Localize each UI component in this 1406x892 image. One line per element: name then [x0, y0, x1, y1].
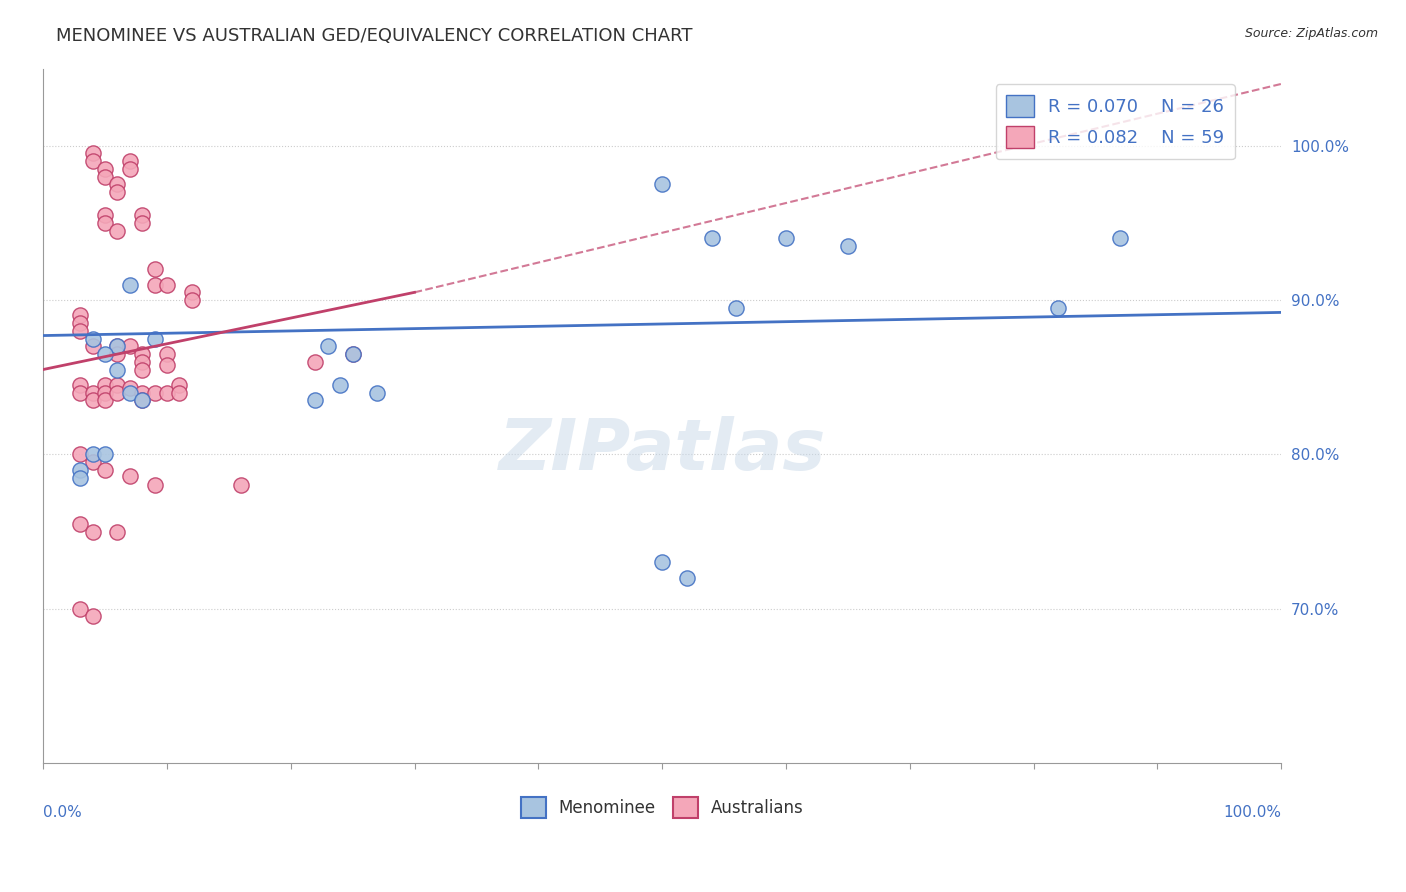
Point: [94, 385, 117, 400]
Point: [180, 285, 202, 300]
Point: [725, 301, 748, 315]
Point: [94, 216, 117, 230]
Point: [676, 571, 699, 585]
Point: [69, 601, 91, 615]
Point: [69, 470, 91, 484]
Point: [143, 385, 166, 400]
Point: [94, 169, 117, 184]
Point: [156, 277, 179, 292]
Point: [366, 385, 388, 400]
Text: Source: ZipAtlas.com: Source: ZipAtlas.com: [1244, 27, 1378, 40]
Point: [69, 324, 91, 338]
Point: [651, 556, 673, 570]
Point: [118, 385, 141, 400]
Point: [105, 178, 128, 192]
Point: [94, 378, 117, 392]
Point: [69, 447, 91, 461]
Point: [82, 393, 104, 408]
Point: [180, 293, 202, 307]
Point: [131, 393, 153, 408]
Point: [105, 385, 128, 400]
Text: 0.0%: 0.0%: [44, 805, 82, 820]
Point: [82, 524, 104, 539]
Point: [82, 609, 104, 624]
Point: [775, 231, 797, 245]
Point: [342, 347, 364, 361]
Point: [69, 378, 91, 392]
Point: [82, 332, 104, 346]
Point: [69, 309, 91, 323]
Point: [143, 277, 166, 292]
Text: 100.0%: 100.0%: [1223, 805, 1281, 820]
Point: [82, 154, 104, 169]
Legend: Menominee, Australians: Menominee, Australians: [513, 790, 810, 824]
Point: [169, 378, 191, 392]
Point: [131, 355, 153, 369]
Point: [837, 239, 859, 253]
Point: [156, 358, 179, 372]
Point: [316, 339, 339, 353]
Point: [1109, 231, 1132, 245]
Point: [143, 332, 166, 346]
Point: [94, 208, 117, 222]
Point: [118, 161, 141, 176]
Point: [143, 262, 166, 277]
Point: [69, 316, 91, 330]
Point: [82, 339, 104, 353]
Point: [118, 154, 141, 169]
Point: [105, 339, 128, 353]
Point: [105, 339, 128, 353]
Point: [231, 478, 253, 492]
Text: MENOMINEE VS AUSTRALIAN GED/EQUIVALENCY CORRELATION CHART: MENOMINEE VS AUSTRALIAN GED/EQUIVALENCY …: [56, 27, 693, 45]
Point: [69, 385, 91, 400]
Point: [131, 393, 153, 408]
Point: [131, 385, 153, 400]
Point: [131, 216, 153, 230]
Point: [131, 347, 153, 361]
Point: [94, 447, 117, 461]
Point: [1047, 301, 1070, 315]
Point: [69, 463, 91, 477]
Point: [342, 347, 364, 361]
Point: [94, 347, 117, 361]
Point: [69, 516, 91, 531]
Point: [105, 185, 128, 199]
Point: [156, 347, 179, 361]
Point: [700, 231, 723, 245]
Point: [105, 362, 128, 376]
Point: [94, 463, 117, 477]
Point: [105, 224, 128, 238]
Point: [118, 381, 141, 395]
Point: [304, 393, 326, 408]
Point: [82, 447, 104, 461]
Point: [82, 385, 104, 400]
Point: [105, 378, 128, 392]
Point: [131, 208, 153, 222]
Point: [105, 524, 128, 539]
Point: [82, 146, 104, 161]
Point: [118, 339, 141, 353]
Text: ZIPatlas: ZIPatlas: [498, 416, 825, 485]
Point: [82, 455, 104, 469]
Point: [131, 362, 153, 376]
Point: [651, 178, 673, 192]
Point: [105, 347, 128, 361]
Point: [304, 355, 326, 369]
Point: [143, 478, 166, 492]
Point: [156, 385, 179, 400]
Point: [169, 385, 191, 400]
Point: [118, 469, 141, 483]
Point: [94, 161, 117, 176]
Point: [329, 378, 352, 392]
Point: [118, 277, 141, 292]
Point: [94, 393, 117, 408]
